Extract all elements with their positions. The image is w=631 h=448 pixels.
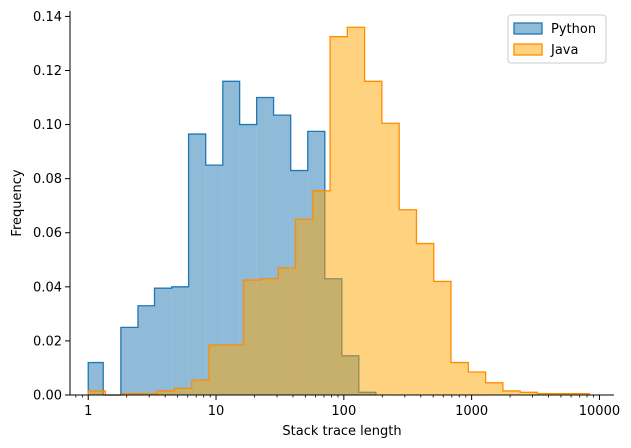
y-tick-label: 0.02 — [33, 334, 62, 349]
python-legend-label: Python — [551, 22, 596, 37]
java-bar-13 — [312, 190, 331, 395]
java-bar-10 — [260, 278, 279, 395]
java-bar-24 — [502, 390, 521, 395]
java-bar-11 — [278, 267, 296, 395]
java-bar-26 — [537, 393, 555, 395]
java-bar-21 — [451, 362, 469, 395]
python-bar-8 — [222, 81, 240, 395]
x-tick-label: 10 — [208, 404, 225, 419]
java-bar-16 — [364, 81, 382, 395]
python-bar-0 — [88, 362, 104, 395]
java-bar-8 — [226, 344, 244, 395]
python-legend-swatch — [513, 22, 543, 35]
x-tick-label: 1 — [84, 404, 92, 419]
y-tick-label: 0.08 — [33, 172, 62, 187]
y-tick-label: 0.06 — [33, 226, 62, 241]
java-bar-3 — [139, 393, 158, 395]
y-axis-label: Frequency — [10, 169, 25, 236]
y-axis-ticks: 0.00 0.02 0.04 0.06 0.08 0.10 0.12 0.14 — [33, 10, 70, 404]
java-bar-22 — [468, 372, 486, 395]
java-bar-25 — [520, 392, 538, 395]
java-bar-5 — [174, 388, 192, 395]
x-axis-label: Stack trace length — [282, 424, 401, 439]
java-bar-9 — [243, 280, 261, 395]
java-bar-20 — [433, 281, 452, 395]
java-bar-12 — [295, 219, 313, 395]
java-bar-28 — [572, 393, 590, 395]
axes — [69, 11, 614, 396]
python-bar-2 — [120, 327, 138, 395]
y-tick-label: 0.12 — [33, 64, 62, 79]
java-bar-6 — [191, 380, 210, 395]
java-histogram — [87, 26, 590, 396]
java-legend-swatch — [513, 43, 543, 56]
java-bar-0 — [88, 390, 106, 395]
java-bar-19 — [416, 243, 434, 395]
python-bar-7 — [205, 165, 223, 395]
python-bar-4 — [154, 288, 172, 395]
java-bar-2 — [122, 393, 140, 395]
java-bar-18 — [399, 209, 417, 395]
x-tick-label: 10000 — [579, 404, 620, 419]
legend: Python Java — [507, 14, 607, 64]
x-axis-ticks: 1 10 100 1000 10000 — [75, 395, 620, 419]
java-bar-15 — [347, 27, 365, 396]
x-tick-label: 1000 — [455, 404, 488, 419]
java-bar-17 — [381, 123, 400, 396]
java-bar-14 — [330, 36, 348, 396]
java-bar-7 — [209, 344, 227, 395]
java-legend-label: Java — [550, 43, 578, 58]
java-bar-27 — [554, 393, 573, 395]
java-bar-4 — [157, 390, 175, 395]
python-bar-6 — [188, 134, 206, 396]
python-bar-5 — [171, 286, 189, 395]
java-outline — [87, 26, 590, 396]
y-tick-label: 0.14 — [33, 10, 62, 25]
y-tick-label: 0.00 — [33, 389, 62, 404]
y-tick-label: 0.04 — [33, 280, 62, 295]
x-tick-label: 100 — [331, 404, 356, 419]
python-bar-3 — [137, 305, 155, 395]
java-bar-23 — [485, 382, 503, 395]
y-tick-label: 0.10 — [33, 118, 62, 133]
